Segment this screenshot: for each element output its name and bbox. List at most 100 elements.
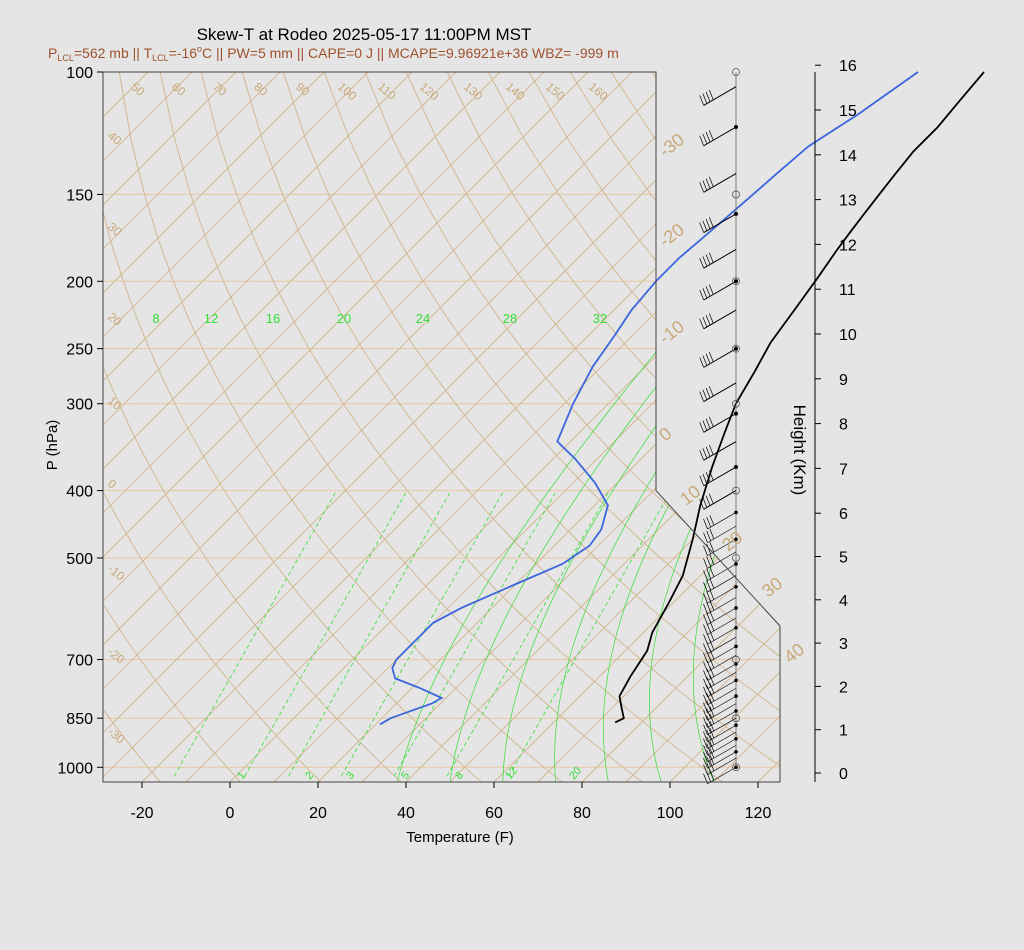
dry-adiabat-left-label: 40	[105, 129, 124, 149]
dry-adiabat-line	[857, 72, 1024, 782]
chart-subtitle: PLCL=562 mb || TLCL=-16oC || PW=5 mm || …	[48, 44, 619, 63]
wind-level-dot	[734, 678, 738, 683]
level-circle-marker	[732, 344, 740, 353]
wind-barb-staff	[707, 738, 737, 756]
dry-adiabat-left-label: 20	[105, 310, 124, 330]
wind-level-dot	[734, 279, 738, 284]
wind-barb-flag	[703, 764, 708, 775]
dry-adiabat-line	[323, 72, 780, 782]
wind-level-dot	[734, 694, 738, 698]
wind-barb-flag	[702, 497, 708, 508]
wind-barb-flag	[705, 495, 711, 506]
axes-layer: -20 0 20 40 60 80 100 1201001502002503004005007…	[57, 58, 856, 822]
wind-barb-flag	[708, 493, 714, 505]
wind-barb-flag	[706, 736, 712, 747]
mixing-ratio-label: 2	[303, 770, 316, 782]
dry-adiabat-label: 110	[375, 80, 399, 103]
isotherm-line	[103, 72, 457, 782]
wind-barb-flag	[703, 661, 708, 672]
wind-barb-staff	[707, 646, 737, 664]
wind-level-dot	[734, 346, 738, 351]
wind-barb-flag	[706, 517, 712, 528]
isotherm-label: -10	[655, 316, 688, 348]
wind-barb-flag	[699, 258, 705, 269]
wind-barb-flag	[699, 318, 705, 329]
wind-barb-staff	[703, 213, 737, 234]
wind-barb-flag	[708, 284, 714, 295]
wind-barb-flag	[705, 91, 711, 102]
wind-barb-flag	[709, 720, 715, 732]
level-circle-marker	[732, 68, 740, 76]
isotherm-line	[103, 72, 325, 782]
p-tick-label: 850	[66, 711, 93, 728]
level-circle-marker	[732, 399, 740, 408]
wind-barb-flag	[709, 706, 715, 717]
wind-barb-flag	[709, 554, 715, 565]
wind-barb-staff	[707, 636, 737, 654]
isotherm-line	[103, 72, 369, 782]
wind-barb-staff	[707, 597, 737, 615]
wind-barb-flag	[709, 748, 715, 759]
wind-barb-flag	[706, 715, 712, 726]
p-tick-label: 1000	[57, 760, 93, 777]
wind-barb-flag	[699, 475, 705, 486]
mixing-ratio-line	[173, 490, 337, 777]
wind-barb-flag	[708, 176, 714, 188]
isotherm-line	[103, 72, 413, 782]
dry-adiabat-line	[0, 72, 80, 782]
wind-barb-flag	[702, 180, 708, 191]
wind-barb-flag	[708, 130, 714, 141]
wind-barb-flag	[709, 589, 715, 600]
chart-title: Skew-T at Rodeo 2025-05-17 11:00PM MST	[197, 25, 532, 44]
wind-barb-flag	[709, 727, 715, 739]
wind-level-dot	[734, 125, 738, 130]
wind-barb-staff	[707, 627, 737, 645]
wind-barb-staff	[703, 249, 737, 269]
wind-barb-staff	[707, 751, 737, 769]
x-tick-label: 120	[745, 805, 772, 822]
wind-barb-staff	[703, 466, 737, 487]
moist-adiabat-line	[449, 323, 707, 782]
wind-barb-flag	[708, 313, 714, 324]
dry-adiabat-line	[898, 72, 1024, 782]
plot-frame	[102, 71, 781, 783]
wind-barb-staff	[707, 695, 737, 713]
dry-adiabat-label: 150	[543, 80, 568, 104]
wind-barb-staff	[707, 717, 737, 735]
wind-barb-flag	[706, 729, 712, 741]
dry-adiabat-line	[364, 72, 780, 782]
isotherm-line	[581, 72, 780, 782]
wind-barb-flag	[708, 470, 714, 481]
p-tick-label: 150	[66, 187, 93, 204]
mixing-ratio-line	[288, 490, 452, 777]
level-circle-marker	[732, 277, 740, 286]
level-circle-marker	[732, 486, 740, 495]
wind-barb-flag	[708, 89, 714, 101]
p-tick-label: 200	[66, 274, 93, 291]
mixing-ratio-line	[508, 490, 672, 777]
wind-barb-flag	[705, 387, 711, 399]
isotherm-label: -30	[655, 129, 688, 161]
wind-level-dot	[734, 537, 738, 542]
wind-level-dot	[734, 562, 738, 566]
wind-barb-flag	[709, 515, 715, 526]
level-circle-marker	[732, 763, 740, 772]
wind-barb-staff	[703, 382, 737, 403]
wind-barb-flag	[709, 600, 715, 611]
wind-barb-flag	[703, 614, 708, 625]
wind-level-dot	[734, 625, 738, 630]
isotherm-line	[317, 72, 780, 782]
mixing-ratio-label: 8	[453, 770, 466, 782]
wind-barb-flag	[706, 708, 712, 719]
wind-level-dot	[734, 723, 738, 728]
mixing-ratio-label: 1	[235, 770, 248, 782]
wind-barb-flag	[706, 530, 712, 541]
wind-barb-staff	[703, 86, 737, 106]
wind-barb-flag	[702, 316, 708, 328]
level-circle-marker	[732, 190, 740, 199]
moist-adiabat-line	[502, 323, 733, 782]
wind-level-dot	[734, 749, 738, 754]
dry-adiabat-left-label: 30	[105, 220, 124, 240]
isotherm-line	[103, 72, 281, 782]
isotherm-line	[103, 72, 193, 782]
